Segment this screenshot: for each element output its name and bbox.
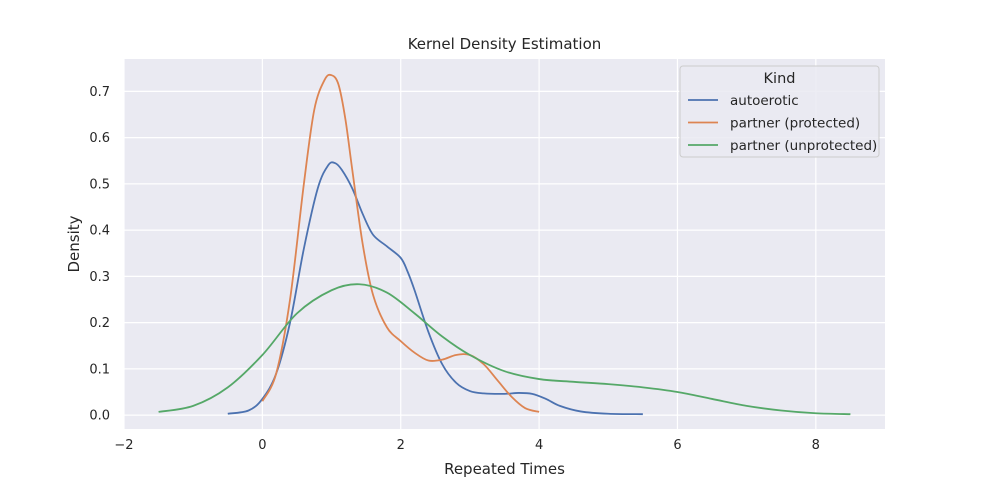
legend-entries: autoerotic partner (protected) partner (un… — [688, 93, 877, 154]
x-ticks: −2 0 2 4 6 8 — [114, 438, 820, 453]
legend-label: autoerotic — [730, 93, 799, 109]
legend-title: Kind — [764, 71, 796, 87]
grid — [123, 59, 885, 429]
legend-label: partner (unprotected) — [730, 138, 877, 154]
y-tick-label: 0.3 — [89, 270, 110, 285]
y-tick-label: 0.4 — [89, 224, 110, 239]
y-tick-label: 0.5 — [89, 177, 110, 192]
series-lines — [158, 73, 851, 416]
series-line-1 — [261, 73, 540, 413]
x-tick-label: 8 — [812, 438, 820, 453]
series-line-2 — [158, 283, 851, 416]
y-tick-label: 0.0 — [89, 409, 110, 424]
x-tick-label: −2 — [114, 438, 133, 453]
y-axis-label: Density — [65, 215, 83, 272]
y-ticks: 0.0 0.1 0.2 0.3 0.4 0.5 0.6 0.7 — [89, 85, 110, 424]
x-tick-label: 2 — [397, 438, 405, 453]
y-tick-label: 0.2 — [89, 316, 110, 331]
legend: Kind autoerotic partner (protected) partne… — [679, 65, 880, 158]
series-line-0 — [227, 161, 643, 416]
legend-entry: partner (unprotected) — [688, 138, 877, 154]
chart-title: Kernel Density Estimation — [408, 35, 602, 53]
legend-entry: partner (protected) — [688, 116, 860, 132]
x-axis-label: Repeated Times — [444, 460, 565, 478]
legend-entry: autoerotic — [688, 93, 799, 109]
y-tick-label: 0.1 — [89, 362, 110, 377]
x-tick-label: 4 — [535, 438, 543, 453]
x-tick-label: 6 — [673, 438, 681, 453]
y-tick-label: 0.6 — [89, 131, 110, 146]
legend-label: partner (protected) — [730, 116, 860, 132]
x-tick-label: 0 — [258, 438, 266, 453]
y-tick-label: 0.7 — [89, 85, 110, 100]
legend-box — [679, 65, 880, 158]
